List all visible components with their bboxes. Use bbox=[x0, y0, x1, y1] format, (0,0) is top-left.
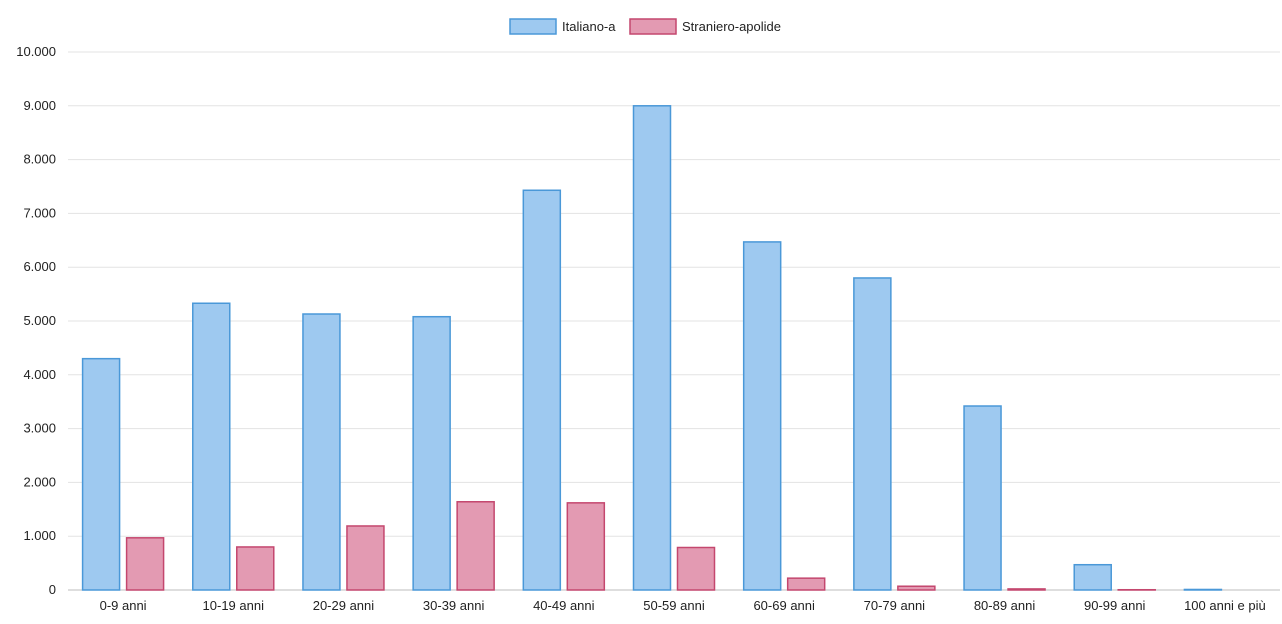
x-tick-label: 60-69 anni bbox=[753, 598, 815, 613]
x-tick-label: 100 anni e più bbox=[1184, 598, 1266, 613]
y-tick-label: 3.000 bbox=[23, 421, 56, 436]
y-tick-label: 1.000 bbox=[23, 528, 56, 543]
bar-italiano-1[interactable] bbox=[192, 302, 231, 591]
bar-straniero-3[interactable] bbox=[456, 501, 495, 591]
x-tick-label: 20-29 anni bbox=[313, 598, 375, 613]
bar-italiano-7[interactable] bbox=[853, 277, 892, 591]
x-tick-label: 30-39 anni bbox=[423, 598, 485, 613]
gridlines bbox=[68, 51, 1280, 591]
bar-straniero-7[interactable] bbox=[897, 585, 936, 591]
bar-italiano-3[interactable] bbox=[412, 315, 451, 591]
legend-item-straniero[interactable]: Straniero-apolide bbox=[629, 18, 781, 35]
bar-italiano-6[interactable] bbox=[742, 241, 782, 591]
x-tick-label: 90-99 anni bbox=[1084, 598, 1146, 613]
y-tick-label: 10.000 bbox=[16, 44, 56, 59]
y-tick-label: 9.000 bbox=[23, 98, 56, 113]
legend-label: Italiano-a bbox=[562, 19, 616, 34]
bar-italiano-8[interactable] bbox=[963, 405, 1002, 591]
y-tick-label: 7.000 bbox=[23, 205, 56, 220]
x-tick-label: 0-9 anni bbox=[100, 598, 147, 613]
y-tick-label: 2.000 bbox=[23, 474, 56, 489]
bar-straniero-1[interactable] bbox=[236, 546, 275, 591]
bar-straniero-6[interactable] bbox=[786, 577, 826, 591]
bar-italiano-2[interactable] bbox=[302, 313, 341, 591]
bar-italiano-9[interactable] bbox=[1073, 563, 1112, 591]
y-axis: 0 1.000 2.000 3.000 4.000 5.000 6.000 7.000 8.00… bbox=[16, 44, 56, 597]
y-tick-label: 6.000 bbox=[23, 259, 56, 274]
bar-straniero-5[interactable] bbox=[676, 546, 716, 591]
bar-straniero-4[interactable] bbox=[566, 502, 606, 591]
x-tick-label: 40-49 anni bbox=[533, 598, 595, 613]
y-tick-label: 4.000 bbox=[23, 367, 56, 382]
legend-swatch bbox=[509, 18, 557, 35]
bar-straniero-0[interactable] bbox=[125, 537, 165, 591]
x-tick-label: 80-89 anni bbox=[974, 598, 1036, 613]
bar-italiano-0[interactable] bbox=[81, 357, 121, 591]
bar-italiano-10[interactable] bbox=[1183, 588, 1223, 591]
y-tick-label: 0 bbox=[49, 582, 56, 597]
y-tick-label: 8.000 bbox=[23, 152, 56, 167]
bar-straniero-2[interactable] bbox=[346, 525, 385, 591]
x-tick-label: 10-19 anni bbox=[203, 598, 265, 613]
x-tick-label: 70-79 anni bbox=[864, 598, 926, 613]
bars bbox=[81, 105, 1223, 591]
bar-italiano-4[interactable] bbox=[522, 189, 562, 591]
x-axis: 0-9 anni 10-19 anni 20-29 anni 30-39 anni 40… bbox=[100, 598, 1266, 613]
legend-item-italiano[interactable]: Italiano-a bbox=[509, 18, 616, 35]
legend-swatch bbox=[629, 18, 677, 35]
legend-label: Straniero-apolide bbox=[682, 19, 781, 34]
legend[interactable]: Italiano-a Straniero-apolide bbox=[509, 18, 781, 35]
bar-straniero-8[interactable] bbox=[1007, 588, 1046, 591]
x-tick-label: 50-59 anni bbox=[643, 598, 705, 613]
y-tick-label: 5.000 bbox=[23, 313, 56, 328]
bar-italiano-5[interactable] bbox=[632, 105, 672, 591]
